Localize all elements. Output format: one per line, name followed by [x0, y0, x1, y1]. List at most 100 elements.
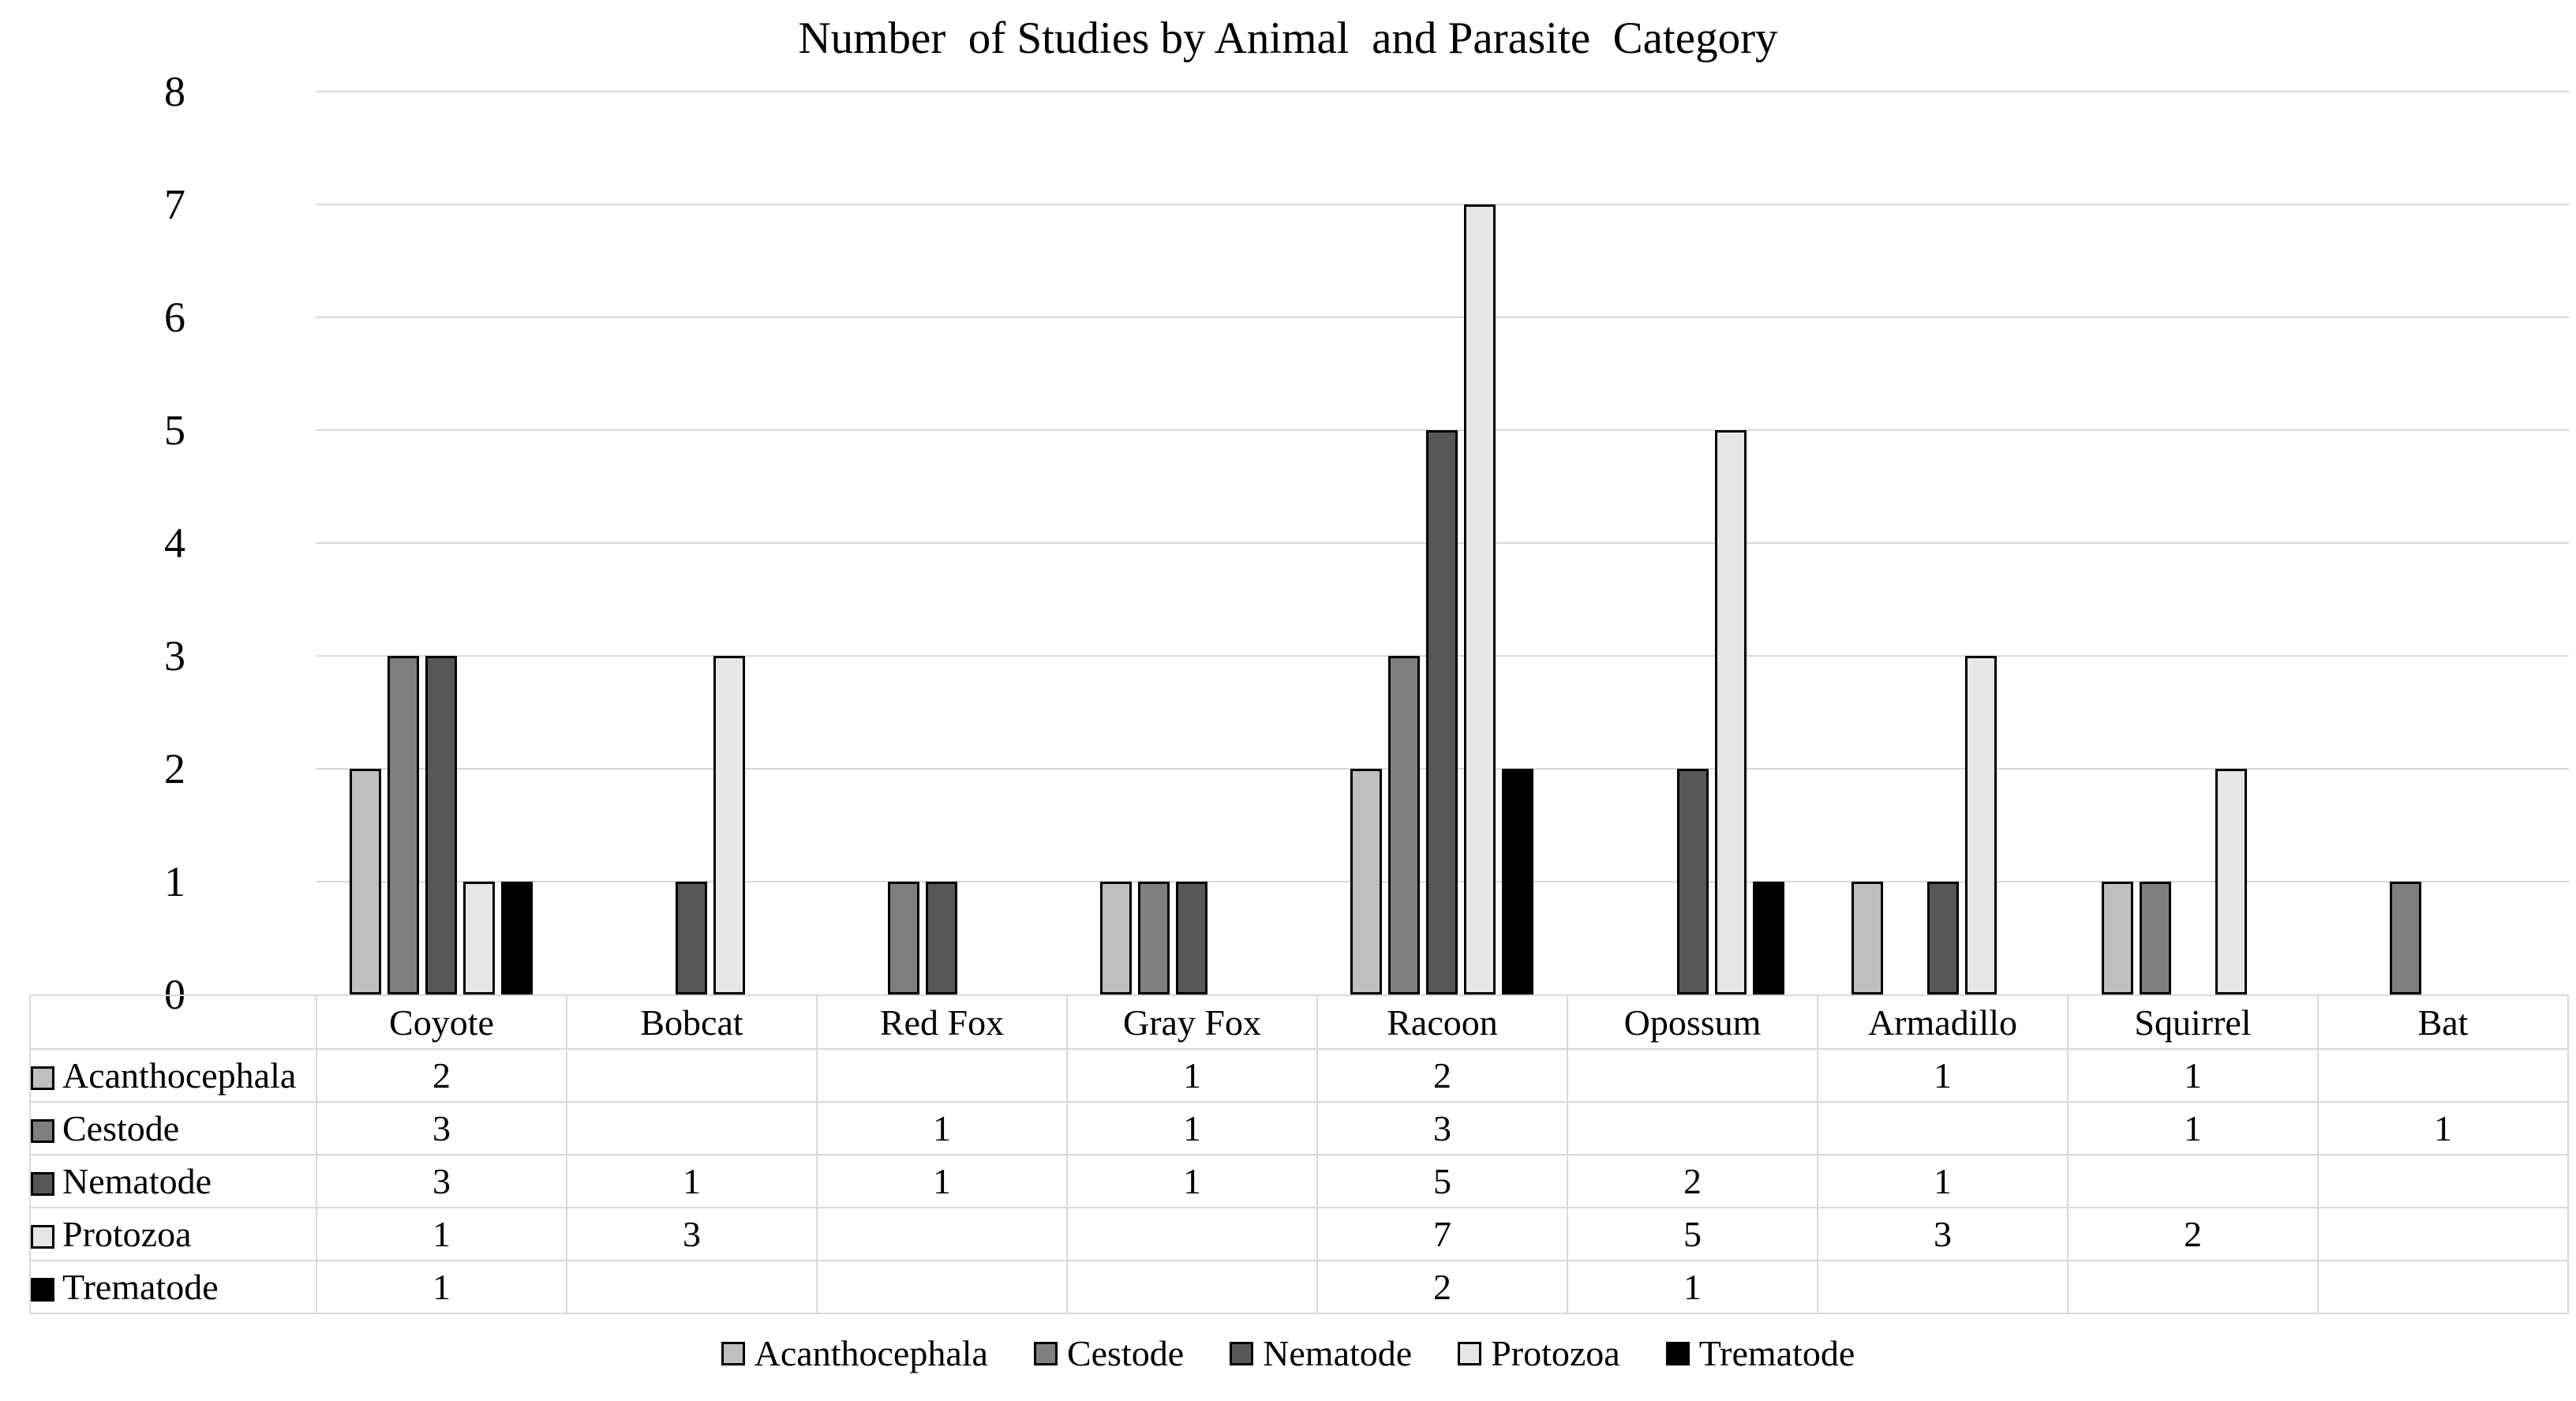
series-label: Protozoa	[62, 1214, 192, 1254]
series-key-swatch-trematode	[32, 1278, 54, 1302]
table-cell-protozoa-bobcat: 3	[566, 1207, 818, 1261]
table-header-red-fox: Red Fox	[816, 995, 1068, 1050]
bar-protozoa-squirrel	[2215, 769, 2248, 995]
bar-trematode-racoon	[1502, 769, 1534, 995]
table-row-label-nematode: Nematode	[29, 1154, 317, 1208]
table-cell-nematode-armadillo: 1	[1817, 1154, 2069, 1208]
bar-cestode-racoon	[1388, 656, 1421, 995]
series-key-swatch-cestode	[32, 1119, 54, 1143]
series-key-swatch-acanthocephala	[32, 1066, 54, 1090]
table-cell-trematode-racoon: 2	[1316, 1260, 1568, 1314]
table-cell-acanthocephala-red-fox	[816, 1048, 1068, 1103]
table-cell-trematode-gray-fox	[1066, 1260, 1318, 1314]
series-label: Trematode	[62, 1267, 219, 1307]
table-cell-acanthocephala-bat	[2317, 1048, 2569, 1103]
legend: Acanthocephala Cestode Nematode Protozoa Tre…	[0, 1332, 2576, 1374]
legend-swatch-acanthocephala	[721, 1341, 745, 1365]
table-row-nematode: Nematode 3 1 1 1 5 2 1	[29, 1154, 2569, 1208]
table-row-label-protozoa: Protozoa	[29, 1207, 317, 1261]
table-cell-acanthocephala-squirrel: 1	[2067, 1048, 2319, 1103]
table-header-armadillo: Armadillo	[1817, 995, 2069, 1050]
bar-group-gray-fox	[1067, 92, 1317, 995]
bar-nematode-red-fox	[926, 882, 958, 995]
gridline-8	[316, 91, 2569, 92]
bar-nematode-armadillo	[1926, 882, 1959, 995]
table-cell-nematode-red-fox: 1	[816, 1154, 1068, 1208]
bar-group-red-fox	[816, 92, 1066, 995]
bar-acanthocephala-squirrel	[2102, 882, 2134, 995]
series-label: Acanthocephala	[62, 1055, 297, 1096]
table-row-label-acanthocephala: Acanthocephala	[29, 1048, 317, 1103]
table-cell-trematode-coyote: 1	[316, 1260, 567, 1314]
table-cell-cestode-gray-fox: 1	[1066, 1101, 1318, 1156]
table-header-bat: Bat	[2317, 995, 2569, 1050]
gridline-7	[316, 204, 2569, 205]
y-axis-tick-label-6: 6	[164, 294, 185, 341]
table-row-acanthocephala: Acanthocephala 2 1 2 1 1	[29, 1048, 2569, 1103]
legend-label: Nematode	[1263, 1333, 1413, 1373]
table-cell-nematode-coyote: 3	[316, 1154, 567, 1208]
bar-acanthocephala-armadillo	[1851, 882, 1883, 995]
table-cell-protozoa-coyote: 1	[316, 1207, 567, 1261]
legend-label: Trematode	[1698, 1333, 1855, 1373]
table-cell-cestode-bobcat	[566, 1101, 818, 1156]
table-cell-cestode-squirrel: 1	[2067, 1101, 2319, 1156]
bar-group-bat	[2319, 92, 2569, 995]
table-cell-trematode-squirrel	[2067, 1260, 2319, 1314]
bar-protozoa-racoon	[1464, 204, 1496, 995]
series-label: Cestode	[62, 1108, 180, 1148]
table-row-trematode: Trematode 1 2 1	[29, 1260, 2569, 1314]
table-cell-acanthocephala-opossum	[1567, 1048, 1818, 1103]
legend-label: Cestode	[1066, 1333, 1185, 1373]
table-cell-cestode-coyote: 3	[316, 1101, 567, 1156]
table-cell-nematode-gray-fox: 1	[1066, 1154, 1318, 1208]
table-cell-nematode-bat	[2317, 1154, 2569, 1208]
gridline-6	[316, 317, 2569, 318]
bar-nematode-bobcat	[675, 882, 707, 995]
bar-acanthocephala-racoon	[1350, 769, 1383, 995]
legend-label: Acanthocephala	[754, 1333, 988, 1373]
y-axis-tick-label-1: 1	[164, 858, 185, 905]
table-cell-trematode-bobcat	[566, 1260, 818, 1314]
table-row-cestode: Cestode 3 1 1 3 1 1	[29, 1101, 2569, 1156]
y-axis-tick-label-7: 7	[164, 181, 185, 228]
legend-item-acanthocephala: Acanthocephala	[721, 1332, 988, 1374]
legend-item-protozoa: Protozoa	[1458, 1332, 1620, 1374]
bar-cestode-gray-fox	[1138, 882, 1170, 995]
table-cell-acanthocephala-armadillo: 1	[1817, 1048, 2069, 1103]
bar-protozoa-armadillo	[1964, 656, 1997, 995]
legend-swatch-nematode	[1230, 1341, 1254, 1365]
legend-item-trematode: Trematode	[1665, 1332, 1855, 1374]
bar-acanthocephala-gray-fox	[1100, 882, 1133, 995]
bar-group-coyote	[316, 92, 566, 995]
table-corner-cell	[29, 995, 317, 1050]
y-axis-tick-label-2: 2	[164, 745, 185, 792]
table-cell-protozoa-armadillo: 3	[1817, 1207, 2069, 1261]
table-row-protozoa: Protozoa 1 3 7 5 3 2	[29, 1207, 2569, 1261]
legend-label: Protozoa	[1491, 1333, 1620, 1373]
bar-nematode-racoon	[1426, 430, 1458, 995]
table-cell-trematode-red-fox	[816, 1260, 1068, 1314]
bar-cestode-bat	[2390, 882, 2422, 995]
chart-title: Number of Studies by Animal and Parasite…	[798, 13, 1778, 63]
table-cell-cestode-opossum	[1567, 1101, 1818, 1156]
table-cell-nematode-opossum: 2	[1567, 1154, 1818, 1208]
bar-protozoa-opossum	[1714, 430, 1747, 995]
table-cell-cestode-racoon: 3	[1316, 1101, 1568, 1156]
y-axis-tick-label-3: 3	[164, 632, 185, 680]
bar-nematode-coyote	[425, 656, 457, 995]
bar-acanthocephala-coyote	[349, 769, 381, 995]
bar-nematode-opossum	[1676, 769, 1709, 995]
bar-cestode-red-fox	[888, 882, 920, 995]
table-cell-nematode-racoon: 5	[1316, 1154, 1568, 1208]
table-header-coyote: Coyote	[316, 995, 567, 1050]
bar-trematode-opossum	[1752, 882, 1784, 995]
bar-trematode-coyote	[500, 882, 533, 995]
bar-group-racoon	[1317, 92, 1567, 995]
legend-swatch-protozoa	[1458, 1341, 1482, 1365]
bar-protozoa-coyote	[462, 882, 495, 995]
table-cell-protozoa-bat	[2317, 1207, 2569, 1261]
bar-cestode-squirrel	[2140, 882, 2172, 995]
